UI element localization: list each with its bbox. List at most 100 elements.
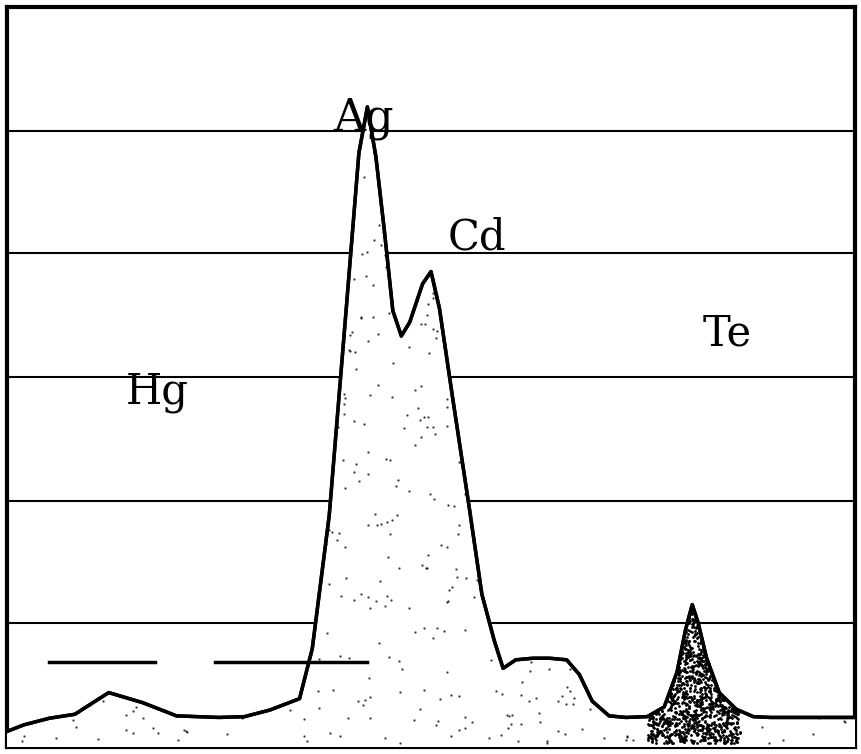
Point [704, 701, 718, 713]
Point [354, 311, 368, 323]
Point [663, 697, 677, 709]
Point [687, 616, 701, 628]
Point [712, 719, 726, 731]
Point [683, 674, 697, 686]
Point [690, 676, 703, 688]
Point [689, 677, 703, 689]
Point [731, 713, 745, 725]
Point [692, 719, 706, 731]
Point [672, 650, 686, 662]
Point [677, 641, 691, 653]
Point [674, 670, 688, 682]
Point [558, 698, 572, 710]
Point [680, 651, 694, 663]
Point [651, 725, 665, 737]
Point [662, 696, 676, 708]
Point [439, 541, 453, 553]
Point [695, 703, 709, 715]
Point [754, 721, 768, 733]
Point [343, 345, 356, 357]
Point [725, 704, 739, 716]
Point [346, 415, 360, 428]
Point [449, 418, 462, 430]
Point [666, 737, 679, 749]
Point [678, 675, 692, 687]
Point [483, 654, 497, 667]
Point [684, 650, 698, 662]
Point [721, 734, 734, 746]
Point [728, 727, 742, 739]
Point [711, 694, 725, 706]
Point [696, 734, 709, 746]
Point [710, 706, 724, 718]
Point [394, 663, 408, 675]
Point [385, 514, 399, 526]
Point [655, 729, 669, 741]
Point [668, 728, 682, 740]
Point [401, 341, 415, 353]
Point [322, 524, 336, 536]
Point [697, 671, 711, 683]
Point [716, 703, 730, 716]
Point [688, 635, 702, 647]
Point [675, 648, 689, 660]
Point [680, 671, 694, 683]
Point [689, 627, 703, 639]
Point [677, 663, 691, 675]
Point [667, 729, 681, 741]
Point [666, 696, 680, 708]
Point [411, 402, 424, 414]
Point [710, 689, 724, 701]
Point [685, 631, 699, 643]
Point [408, 627, 422, 639]
Point [677, 678, 691, 690]
Point [685, 666, 699, 678]
Point [680, 648, 694, 660]
Point [656, 717, 670, 729]
Point [727, 707, 740, 719]
Point [684, 736, 698, 748]
Point [696, 641, 709, 653]
Point [662, 729, 676, 741]
Point [672, 713, 685, 725]
Point [679, 675, 693, 687]
Point [678, 699, 691, 711]
Point [440, 499, 454, 511]
Point [649, 730, 663, 742]
Point [707, 721, 721, 733]
Point [674, 691, 688, 703]
Point [691, 673, 705, 685]
Point [729, 732, 743, 744]
Point [371, 379, 385, 391]
Point [682, 644, 696, 656]
Point [656, 713, 670, 725]
Point [687, 698, 701, 710]
Point [703, 667, 716, 679]
Point [692, 686, 706, 698]
Point [658, 722, 672, 734]
Point [129, 700, 143, 713]
Point [662, 734, 676, 746]
Point [693, 703, 707, 716]
Point [696, 681, 709, 693]
Point [714, 713, 728, 725]
Point [677, 664, 691, 676]
Point [720, 722, 734, 734]
Point [674, 697, 688, 709]
Point [678, 710, 691, 722]
Point [684, 693, 698, 705]
Point [698, 682, 712, 694]
Point [643, 728, 657, 740]
Point [672, 654, 686, 666]
Point [649, 723, 663, 735]
Point [700, 665, 714, 677]
Point [703, 695, 716, 707]
Point [709, 725, 723, 737]
Point [689, 727, 703, 739]
Point [680, 723, 694, 735]
Point [837, 716, 851, 728]
Point [709, 697, 722, 710]
Point [704, 717, 718, 729]
Point [648, 708, 662, 720]
Point [451, 455, 465, 467]
